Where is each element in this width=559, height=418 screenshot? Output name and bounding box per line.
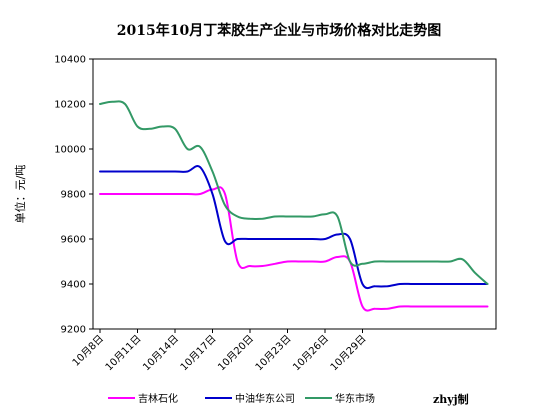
legend-label: 中油华东公司 bbox=[235, 392, 295, 405]
series-line bbox=[99, 165, 489, 290]
x-tick-label: 10月14日 bbox=[140, 333, 181, 374]
y-tick-label: 9600 bbox=[61, 235, 86, 246]
x-tick-label: 10月17日 bbox=[178, 333, 219, 374]
y-axis-label: 单位：元/吨 bbox=[13, 165, 27, 224]
x-axis-ticks: 10月8日10月11日10月14日10月17日10月20日10月23日10月26… bbox=[70, 329, 369, 373]
y-tick-label: 10000 bbox=[54, 145, 86, 156]
legend-label: 吉林石化 bbox=[138, 392, 178, 405]
y-tick-label: 10400 bbox=[54, 55, 86, 66]
chart-title: 2015年10月丁苯胶生产企业与市场价格对比走势图 bbox=[117, 22, 441, 39]
series-lines bbox=[99, 100, 489, 312]
x-tick-label: 10月8日 bbox=[70, 333, 106, 369]
credit-text: zhyj制 bbox=[433, 392, 469, 406]
x-tick-label: 10月29日 bbox=[328, 333, 369, 374]
x-tick-label: 10月20日 bbox=[215, 333, 256, 374]
y-tick-label: 9200 bbox=[61, 325, 86, 336]
legend-label: 华东市场 bbox=[335, 392, 375, 405]
legend: 吉林石化 中油华东公司 华东市场 bbox=[108, 392, 375, 405]
y-tick-label: 9400 bbox=[61, 280, 86, 291]
x-tick-label: 10月23日 bbox=[253, 333, 294, 374]
series-line bbox=[99, 186, 489, 312]
x-tick-label: 10月26日 bbox=[290, 333, 331, 374]
y-axis-ticks: 9200 9400 9600 9800 10000 10200 10400 bbox=[54, 55, 93, 336]
series-line bbox=[99, 100, 489, 285]
y-tick-label: 10200 bbox=[54, 100, 86, 111]
x-tick-label: 10月11日 bbox=[103, 333, 144, 374]
y-tick-label: 9800 bbox=[61, 190, 86, 201]
